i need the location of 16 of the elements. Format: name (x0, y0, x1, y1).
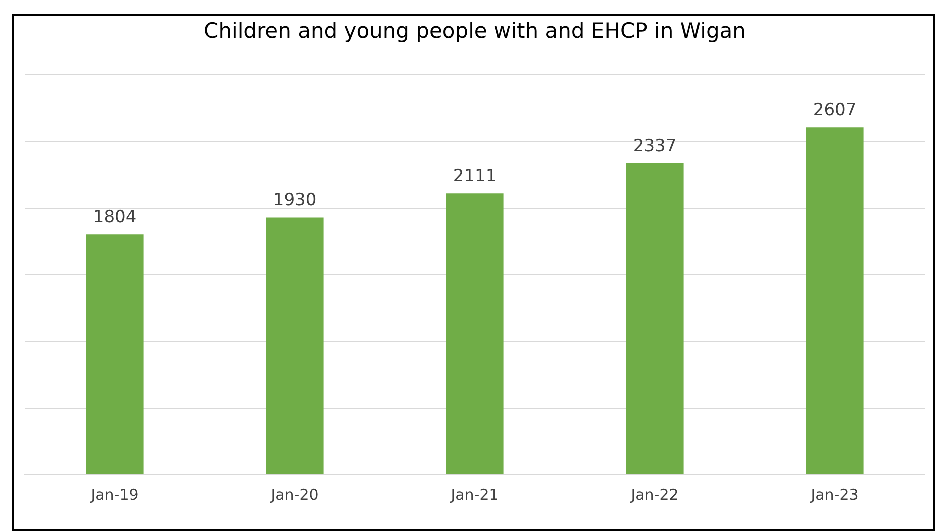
data-label: 2607 (813, 100, 857, 120)
x-tick-label: Jan-21 (450, 486, 499, 504)
bar (266, 218, 324, 474)
x-tick-label: Jan-20 (270, 486, 319, 504)
data-label: 2337 (633, 136, 677, 156)
bar (626, 164, 684, 474)
x-tick-label: Jan-23 (810, 486, 859, 504)
data-label: 1930 (273, 190, 317, 211)
bar (86, 234, 144, 474)
bar (446, 194, 504, 474)
bar (806, 128, 864, 474)
x-tick-label: Jan-22 (630, 486, 679, 504)
data-label: 2111 (453, 166, 497, 187)
data-label: 1804 (93, 208, 137, 228)
x-tick-label: Jan-19 (90, 486, 139, 504)
chart-title: Children and young people with and EHCP in Wigan (204, 19, 746, 44)
